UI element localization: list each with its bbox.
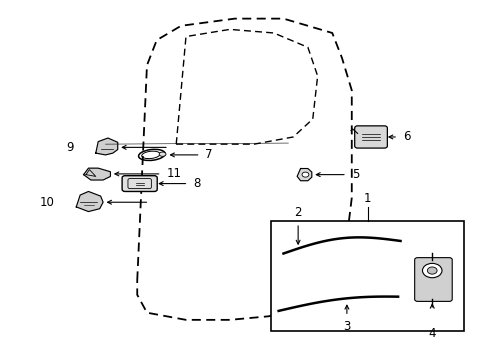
Polygon shape bbox=[297, 168, 311, 181]
Text: 11: 11 bbox=[166, 167, 181, 180]
Text: 4: 4 bbox=[427, 327, 435, 340]
Text: 10: 10 bbox=[40, 196, 54, 209]
FancyBboxPatch shape bbox=[414, 258, 451, 301]
Text: 8: 8 bbox=[193, 177, 200, 190]
Text: 5: 5 bbox=[351, 168, 358, 181]
Text: 1: 1 bbox=[363, 192, 370, 205]
Text: 7: 7 bbox=[205, 148, 213, 161]
Text: 2: 2 bbox=[294, 206, 301, 220]
Ellipse shape bbox=[159, 152, 165, 156]
Circle shape bbox=[422, 264, 441, 278]
Text: 9: 9 bbox=[66, 141, 74, 154]
Circle shape bbox=[427, 267, 436, 274]
Text: 3: 3 bbox=[343, 320, 350, 333]
Text: 6: 6 bbox=[402, 130, 409, 144]
Polygon shape bbox=[76, 192, 103, 212]
Circle shape bbox=[302, 172, 308, 177]
FancyBboxPatch shape bbox=[354, 126, 386, 148]
Polygon shape bbox=[96, 138, 118, 155]
Polygon shape bbox=[83, 168, 110, 180]
FancyBboxPatch shape bbox=[122, 176, 157, 192]
Bar bbox=[271, 221, 463, 330]
